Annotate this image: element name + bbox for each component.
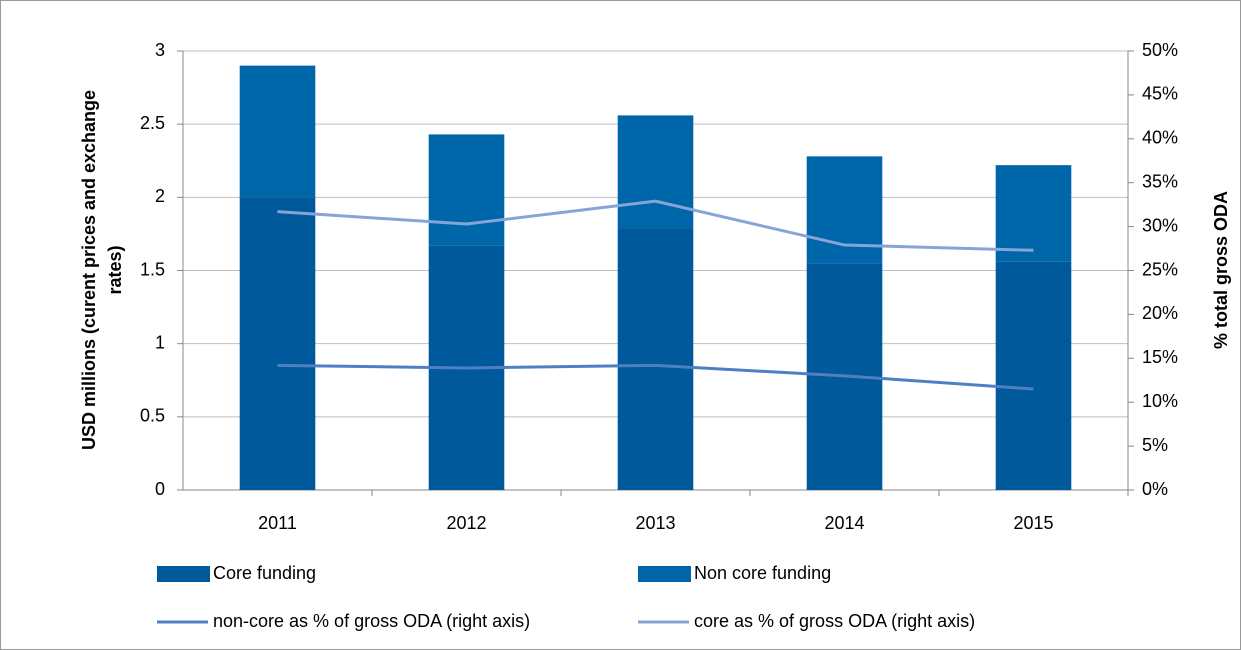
x-tick-label: 2015 bbox=[1013, 513, 1053, 533]
y-axis-title-line: USD millions (curent prices and exchange bbox=[79, 90, 99, 450]
y-tick-label: 0 bbox=[155, 479, 165, 499]
y2-tick-label: 10% bbox=[1142, 391, 1178, 411]
y2-tick-label: 40% bbox=[1142, 128, 1178, 148]
legend-label: non-core as % of gross ODA (right axis) bbox=[213, 611, 530, 631]
bar bbox=[995, 165, 1072, 262]
bar bbox=[239, 197, 316, 491]
y-axis-title: USD millions (curent prices and exchange… bbox=[79, 90, 125, 450]
legend-label: Core funding bbox=[213, 563, 316, 583]
y-tick-label: 1 bbox=[155, 332, 165, 352]
bar bbox=[617, 228, 694, 490]
y2-tick-label: 20% bbox=[1142, 303, 1178, 323]
legend-swatch bbox=[157, 566, 210, 582]
y2-tick-label: 25% bbox=[1142, 259, 1178, 279]
x-tick-label: 2012 bbox=[446, 513, 486, 533]
y-tick-label: 2.5 bbox=[140, 113, 165, 133]
x-tick-label: 2011 bbox=[258, 513, 297, 533]
y-tick-label: 0.5 bbox=[140, 406, 165, 426]
line-series bbox=[277, 363, 1034, 391]
y2-tick-label: 0% bbox=[1142, 479, 1168, 499]
y2-tick-label: 35% bbox=[1142, 171, 1178, 191]
y2-tick-label: 30% bbox=[1142, 215, 1178, 235]
y-tick-label: 3 bbox=[155, 40, 165, 60]
y-tick-label: 1.5 bbox=[140, 259, 165, 279]
x-tick-label: 2014 bbox=[824, 513, 864, 533]
x-tick-label: 2013 bbox=[635, 513, 675, 533]
bar bbox=[428, 134, 505, 246]
y-axis-title-line: rates) bbox=[105, 245, 125, 294]
line-series bbox=[277, 199, 1034, 252]
bar bbox=[239, 65, 316, 198]
y2-tick-label: 15% bbox=[1142, 347, 1178, 367]
legend-swatch bbox=[638, 566, 691, 582]
y2-tick-label: 50% bbox=[1142, 40, 1178, 60]
legend-label: Non core funding bbox=[694, 563, 831, 583]
y2-tick-label: 5% bbox=[1142, 435, 1168, 455]
y-tick-label: 2 bbox=[155, 186, 165, 206]
y2-axis-title: % total gross ODA bbox=[1211, 191, 1231, 349]
bar bbox=[995, 261, 1072, 490]
legend-label: core as % of gross ODA (right axis) bbox=[694, 611, 975, 631]
bar bbox=[617, 115, 694, 229]
y2-tick-label: 45% bbox=[1142, 84, 1178, 104]
